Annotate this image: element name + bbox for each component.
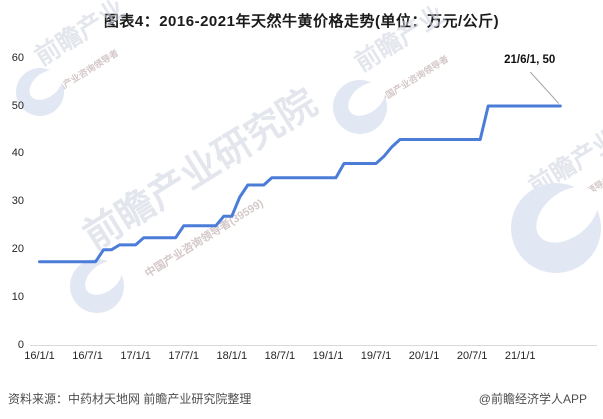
y-tick-label: 40 <box>11 147 24 160</box>
x-tick-label: 21/1/1 <box>504 350 536 362</box>
y-tick-label: 60 <box>11 51 24 64</box>
y-tick-label: 0 <box>17 339 24 351</box>
x-tick-label: 16/7/1 <box>72 350 103 362</box>
annotation-leader-line <box>529 71 560 104</box>
y-tick-label: 20 <box>11 243 24 256</box>
qianzhan-logo-watermark <box>511 183 601 273</box>
y-tick-label: 50 <box>11 99 24 112</box>
chart-title: 图表4：2016-2021年天然牛黄价格走势(单位：万元/公斤) <box>103 13 500 30</box>
x-tick-label: 18/7/1 <box>264 350 296 362</box>
price-line <box>38 104 562 264</box>
credit-note: @前瞻经济学人APP <box>478 392 587 406</box>
x-tick-label: 17/7/1 <box>168 350 199 362</box>
source-note: 资料来源：中药材天地网 前瞻产业研究院整理 <box>8 392 252 406</box>
data-label-annotation: 21/6/1, 50 <box>504 54 556 66</box>
x-tick-label: 18/1/1 <box>216 350 248 362</box>
x-tick-label: 20/7/1 <box>456 350 488 362</box>
y-tick-label: 10 <box>11 291 24 304</box>
x-tick-label: 16/1/1 <box>24 350 55 362</box>
x-tick-label: 19/7/1 <box>360 350 392 362</box>
qianzhan-logo-watermark <box>70 259 124 313</box>
qianzhan-logo-watermark <box>16 68 64 116</box>
qianzhan-logo-watermark <box>333 80 387 134</box>
y-tick-label: 30 <box>11 195 24 208</box>
x-tick-label: 19/1/1 <box>312 350 344 362</box>
qianzhan-logo-watermarks <box>16 68 601 313</box>
x-tick-label: 17/1/1 <box>120 350 151 362</box>
x-tick-label: 20/1/1 <box>408 350 440 362</box>
